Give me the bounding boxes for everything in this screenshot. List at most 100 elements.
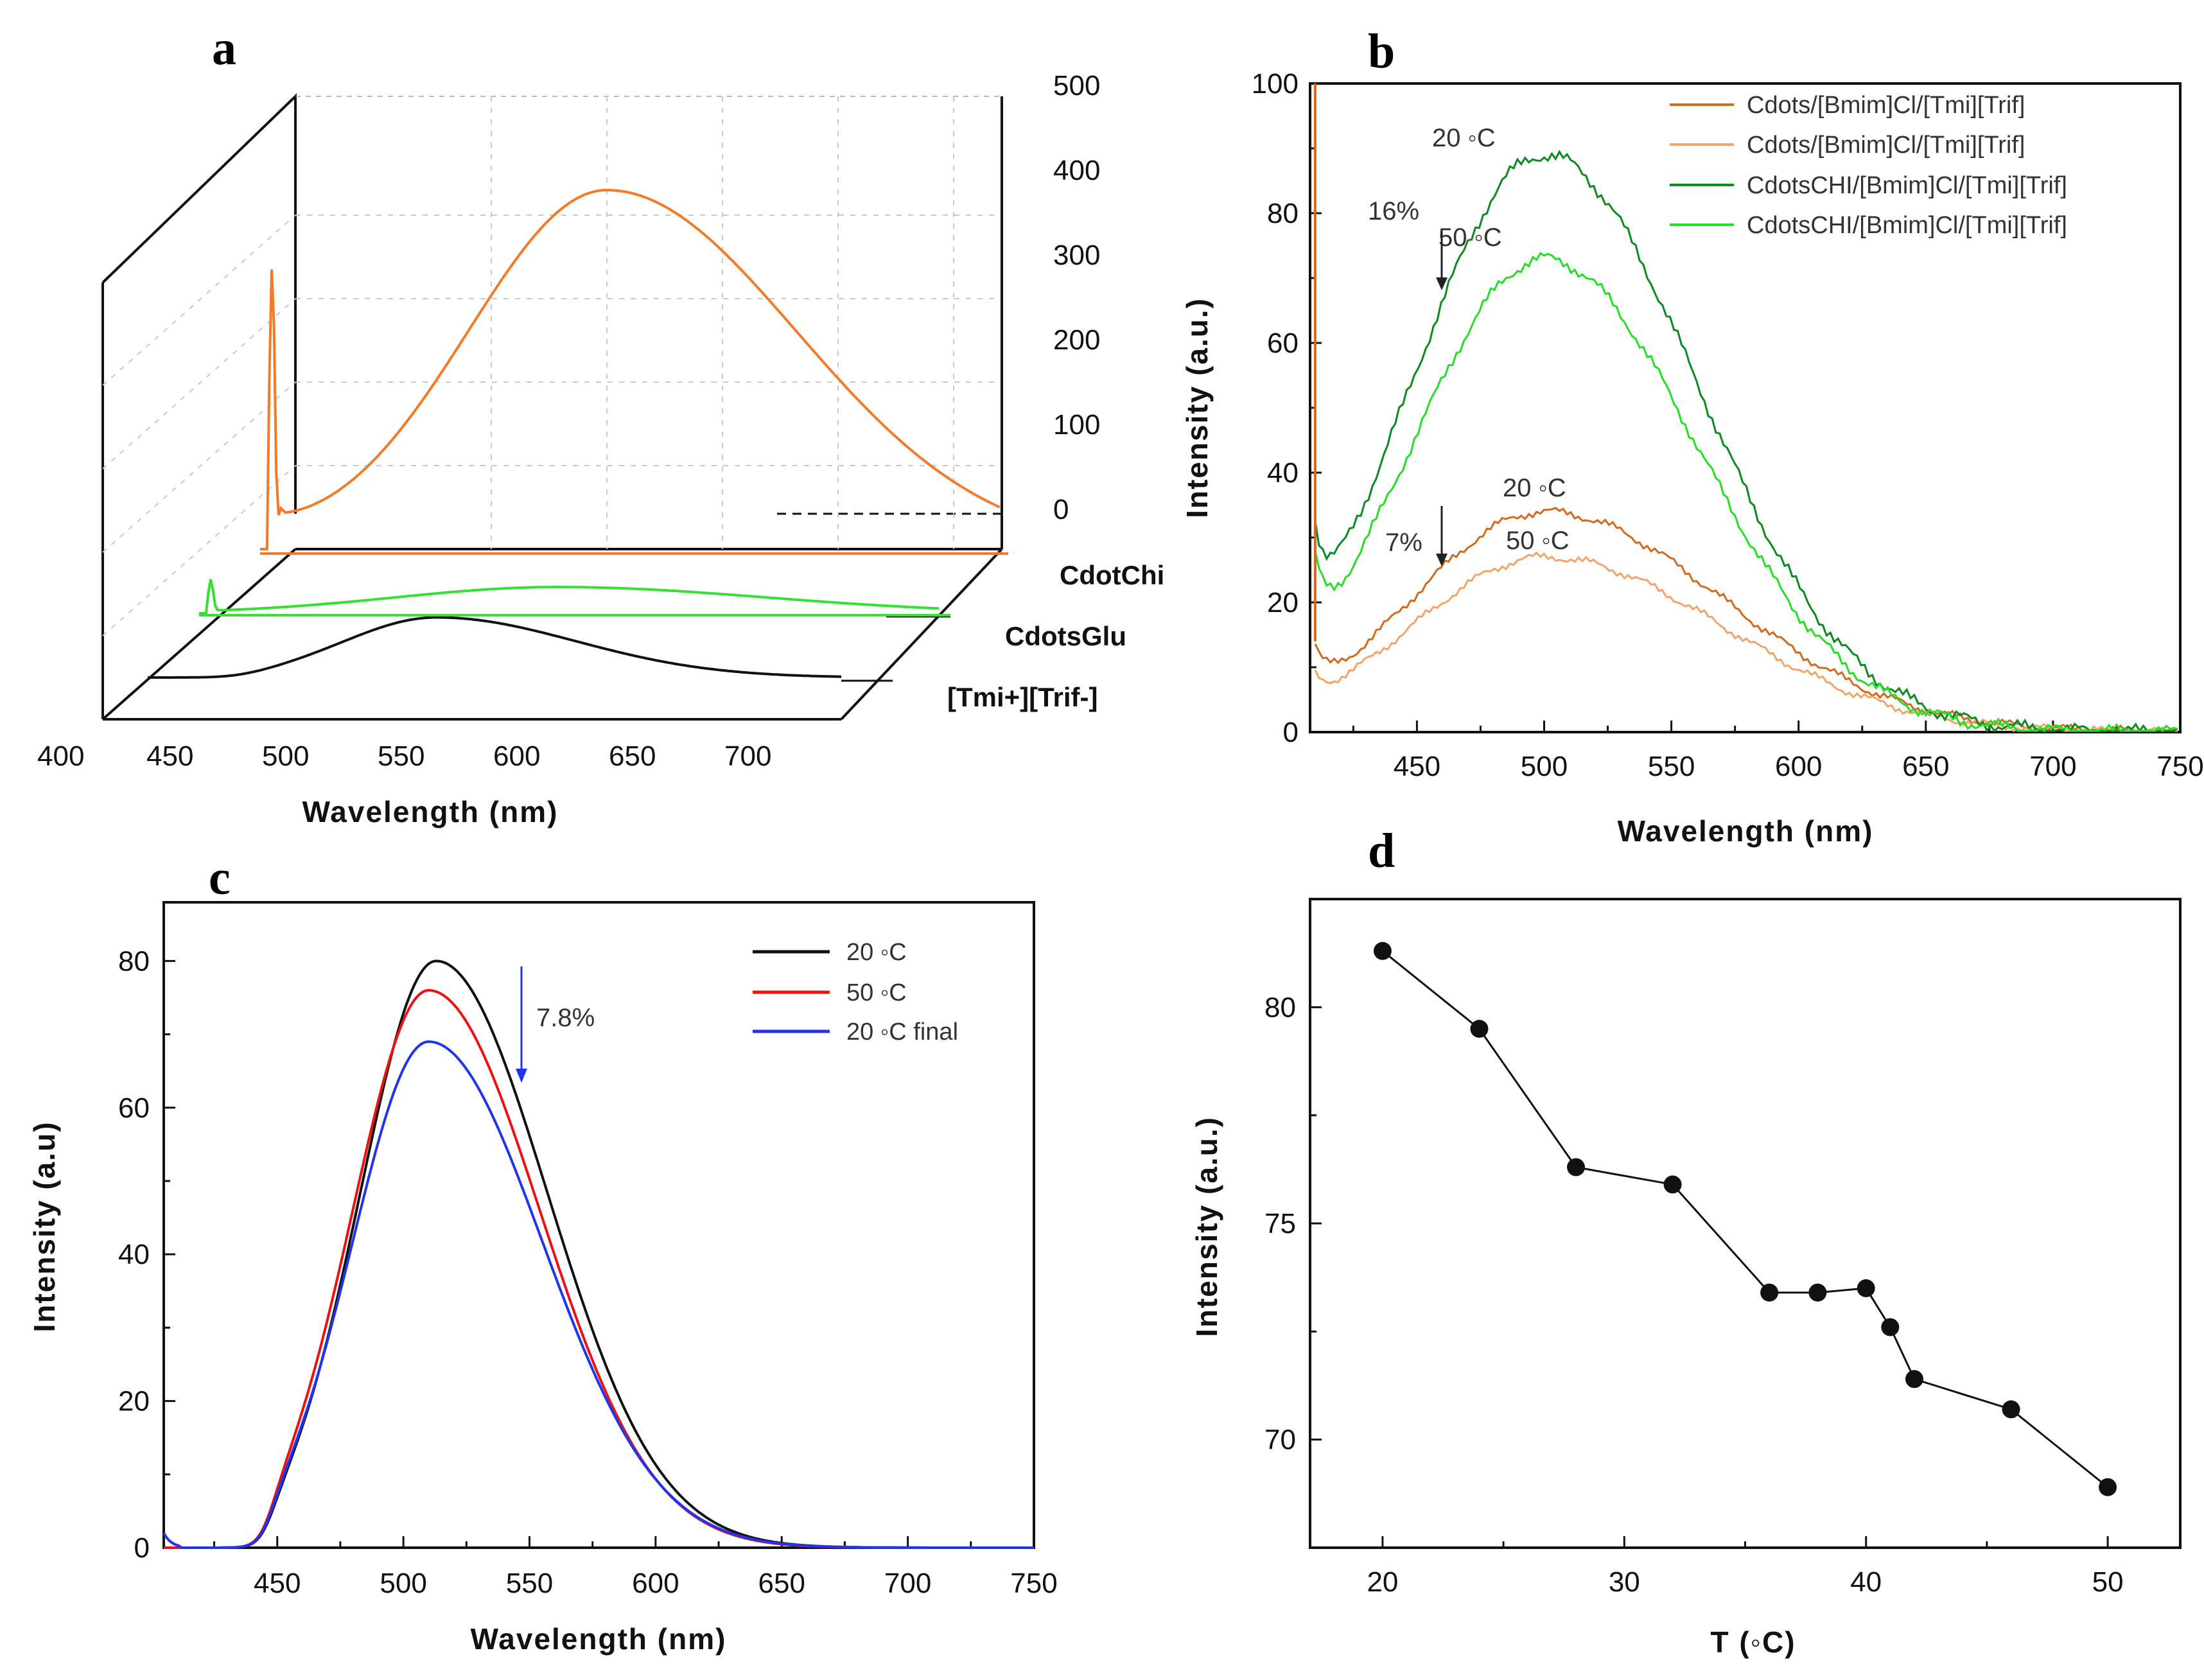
b-y-tick-60: 60 — [1267, 328, 1299, 359]
b-x-tick-450: 450 — [1394, 751, 1440, 782]
c-annotation-pct: 7.8% — [536, 1004, 595, 1032]
b-legend-label-2: CdotsCHI/[Bmim]Cl/[Tmi][Trif] — [1747, 172, 2067, 199]
b-x-tick-700: 700 — [2029, 751, 2076, 782]
d-x-tick-30: 30 — [1609, 1566, 1640, 1598]
panel-c-ticks — [164, 959, 1035, 1549]
panel-b-x-title: Wavelength (nm) — [1618, 814, 1874, 848]
a-x-tick-500: 500 — [262, 740, 309, 772]
c-legend-label-1: 50 ◦C — [846, 979, 907, 1006]
b-y-tick-40: 40 — [1267, 457, 1299, 489]
d-data-point-6 — [1857, 1279, 1875, 1297]
b-annotation-pct-top: 16% — [1368, 197, 1419, 225]
c-x-tick-500: 500 — [380, 1568, 426, 1599]
a-x-tick-450: 450 — [146, 740, 193, 772]
b-legend-label-0: Cdots/[Bmim]Cl/[Tmi][Trif] — [1747, 92, 2025, 119]
a-series-label-cdotchi: CdotChi — [1060, 560, 1164, 590]
d-data-point-9 — [2002, 1400, 2020, 1419]
panel-c-label: c — [209, 851, 231, 905]
a-wall-grid-line — [102, 214, 296, 386]
b-annotation-50c-top: 50 ◦C — [1439, 223, 1502, 252]
panel-b-series-cdots-20c — [1314, 507, 2178, 732]
d-y-tick-70: 70 — [1264, 1424, 1296, 1456]
a-series-label-cdotsglu: CdotsGlu — [1005, 621, 1126, 651]
a-series-label-tmi-trif: [Tmi+][Trif-] — [947, 682, 1098, 712]
panel-a-label: a — [212, 21, 236, 75]
panel-a-series-tmi-trif — [148, 616, 842, 679]
panel-c-x-tick-labels: 450 500 550 600 650 700 750 — [254, 1568, 1058, 1599]
panel-a-grid — [102, 96, 1002, 636]
panel-d-y-title: Intensity (a.u.) — [1190, 1116, 1223, 1337]
panel-a-x-title: Wavelength (nm) — [302, 795, 559, 828]
d-data-point-2 — [1567, 1158, 1586, 1177]
panel-a-series-cdotsglu — [199, 579, 940, 615]
d-data-point-0 — [1373, 941, 1392, 960]
panel-b-x-tick-labels: 450 500 550 600 650 700 750 — [1394, 751, 2204, 782]
a-x-tick-550: 550 — [378, 740, 424, 772]
panel-d: d 70 75 80 20 30 40 50 T (◦C) Intensity … — [1190, 824, 2182, 1659]
d-x-tick-20: 20 — [1367, 1566, 1398, 1598]
panel-c-y-tick-labels: 0 20 40 60 80 — [118, 945, 150, 1564]
a-x-tick-600: 600 — [493, 740, 540, 772]
b-y-tick-20: 20 — [1267, 587, 1299, 618]
panel-d-x-tick-labels: 20 30 40 50 — [1367, 1566, 2123, 1598]
panel-b-y-title: Intensity (a.u.) — [1180, 297, 1214, 518]
panel-c-series-20c — [164, 959, 1034, 1549]
b-annotation-50c-bottom: 50 ◦C — [1506, 527, 1570, 555]
panel-b-series-cdots-50c — [1314, 551, 2178, 732]
panel-b-ticks — [1310, 82, 2182, 733]
d-y-tick-75: 75 — [1264, 1208, 1296, 1239]
panel-b-y-tick-labels: 0 20 40 60 80 100 — [1252, 68, 1299, 748]
a-z-tick-300: 300 — [1053, 240, 1100, 271]
a-z-tick-500: 500 — [1053, 70, 1100, 101]
a-wall-grid-line — [102, 381, 296, 553]
b-x-tick-750: 750 — [2156, 751, 2203, 782]
b-x-tick-600: 600 — [1775, 751, 1822, 782]
b-annotation-20c-top: 20 ◦C — [1432, 124, 1496, 152]
a-wall-grid-line — [102, 298, 296, 469]
panel-d-label: d — [1368, 824, 1395, 878]
c-y-tick-60: 60 — [118, 1092, 150, 1124]
a-z-tick-100: 100 — [1053, 409, 1100, 441]
panel-c-frame — [162, 901, 1035, 1549]
c-legend-label-2: 20 ◦C final — [846, 1019, 958, 1046]
panel-a-x-ticks: 400 450 500 550 600 650 700 — [37, 740, 771, 772]
panel-c-x-title: Wavelength (nm) — [471, 1622, 727, 1656]
b-legend-label-3: CdotsCHI/[Bmim]Cl/[Tmi][Trif] — [1747, 212, 2067, 239]
d-x-tick-50: 50 — [2092, 1566, 2124, 1598]
d-data-point-8 — [1905, 1370, 1923, 1388]
panel-d-ticks — [1310, 898, 2109, 1549]
panel-d-connecting-line — [1381, 950, 2109, 1488]
a-z-tick-0: 0 — [1053, 494, 1069, 525]
panel-b: b 0 20 40 60 80 100 450 500 550 600 650 … — [1180, 24, 2204, 848]
c-arrow-head — [516, 1069, 527, 1083]
panel-d-y-tick-labels: 70 75 80 — [1264, 992, 1296, 1455]
panel-d-x-title: T (◦C) — [1710, 1625, 1796, 1659]
c-x-tick-650: 650 — [758, 1568, 805, 1599]
b-arrow-bottom-head — [1436, 554, 1447, 566]
c-y-tick-20: 20 — [118, 1386, 150, 1417]
a-x-tick-400: 400 — [37, 740, 84, 772]
a-z-tick-400: 400 — [1053, 155, 1100, 186]
panel-a-back-frame — [101, 93, 297, 514]
d-data-point-1 — [1470, 1020, 1489, 1038]
c-x-tick-700: 700 — [884, 1568, 931, 1599]
panel-a: a 500 400 300 200 100 0 CdotChi CdotsGlu… — [37, 21, 1164, 828]
b-y-tick-100: 100 — [1252, 68, 1299, 100]
b-x-tick-550: 550 — [1648, 751, 1695, 782]
panel-a-series-cdotchi — [260, 189, 1001, 550]
a-x-tick-650: 650 — [609, 740, 656, 772]
panel-c-series-20c-final — [162, 1040, 1034, 1549]
c-x-tick-750: 750 — [1010, 1568, 1057, 1599]
c-x-tick-450: 450 — [254, 1568, 301, 1599]
b-x-tick-500: 500 — [1521, 751, 1568, 782]
d-y-tick-80: 80 — [1264, 992, 1296, 1023]
panel-a-right-depth-edge — [840, 548, 1003, 721]
d-x-tick-40: 40 — [1850, 1566, 1882, 1598]
b-legend-label-1: Cdots/[Bmim]Cl/[Tmi][Trif] — [1747, 132, 2025, 159]
b-y-tick-0: 0 — [1283, 717, 1299, 748]
d-data-point-7 — [1881, 1318, 1900, 1336]
d-data-point-4 — [1760, 1283, 1779, 1302]
c-y-tick-80: 80 — [118, 945, 150, 977]
panel-b-series-cdotschi-20c — [1314, 150, 2178, 733]
